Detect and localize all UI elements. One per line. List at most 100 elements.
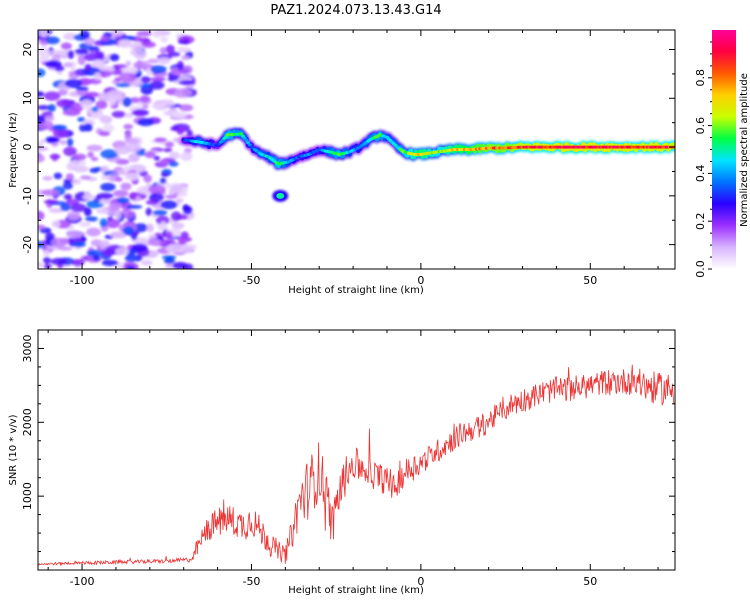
y-tick-label: 20 [21,43,34,57]
noise-blob [48,208,65,213]
noise-blob [182,204,190,211]
noise-blob [60,42,72,50]
noise-blob [39,138,47,144]
noise-region [38,30,198,269]
noise-blob [143,174,153,183]
noise-blob [120,182,132,191]
noise-blob [155,215,170,225]
noise-blob [139,95,151,103]
noise-blob [51,220,61,228]
noise-blob [111,110,126,118]
noise-blob [84,37,95,46]
y-tick-label: -20 [21,236,34,254]
noise-blob [85,91,100,98]
noise-blob [67,50,75,60]
noise-blob [107,89,124,100]
noise-blob [118,72,137,83]
noise-blob [126,265,136,269]
noise-blob [148,184,166,194]
noise-blob [165,243,184,254]
noise-blob [38,105,50,110]
noise-blob [178,80,195,86]
snr-y-axis-label: SNR (10 * v/v) [8,414,19,485]
noise-blob [91,106,99,112]
noise-blob [100,149,118,159]
x-tick-label: -50 [242,274,260,287]
noise-blob [154,137,167,143]
noise-blob [77,117,86,122]
noise-blob [140,76,151,84]
noise-blob [159,100,175,107]
noise-blob [168,151,180,160]
noise-blob [170,211,182,222]
secondary-blob [276,192,285,199]
noise-blob [68,159,87,167]
noise-blob [152,32,163,38]
noise-blob [107,216,113,221]
noise-blob [165,141,174,148]
noise-blob [63,193,73,200]
ridge-peak-blob [242,136,247,140]
x-tick-label: -100 [70,274,95,287]
noise-blob [45,36,60,45]
noise-blob [38,146,49,151]
noise-blob [176,127,184,135]
noise-blob [99,115,113,124]
noise-blob [53,128,68,139]
noise-blob [70,203,87,213]
noise-blob [115,247,130,256]
noise-blob [124,138,140,145]
noise-blob [147,58,160,64]
noise-blob [129,192,137,201]
noise-blob [152,209,168,216]
y-tick-label: 1000 [21,482,34,510]
noise-blob [49,50,67,55]
noise-blob [79,221,92,227]
noise-blob [109,53,120,62]
noise-blob [99,218,108,228]
noise-blob [165,256,174,262]
noise-blob [52,124,67,131]
noise-blob [147,234,157,239]
noise-blob [83,207,92,217]
noise-blob [178,237,187,245]
noise-blob [136,30,152,37]
noise-blob [65,78,83,89]
snr-plot-area [38,364,675,567]
noise-blob [106,218,121,229]
noise-blob [147,238,161,246]
noise-blob [85,216,98,222]
noise-blob [42,249,51,257]
noise-blob [146,223,154,233]
noise-blob [47,104,56,112]
noise-blob [160,172,170,177]
colorbar-tick-label: 0.6 [694,117,707,135]
noise-blob [71,259,85,266]
noise-blob [113,190,129,197]
ridge-peak-blob [239,132,244,136]
noise-blob [60,203,71,212]
noise-blob [38,210,45,221]
noise-blob [89,167,100,174]
noise-blob [63,32,77,41]
noise-blob [179,104,194,112]
noise-blob [50,237,67,248]
x-tick-label: 50 [583,575,597,588]
noise-blob [62,109,81,116]
noise-blob [86,144,103,152]
noise-blob [86,227,101,237]
noise-blob [100,35,110,42]
noise-blob [157,57,171,65]
spectrogram-x-axis-label: Height of straight line (km) [288,285,424,296]
colorbar-tick-label: 0.4 [694,165,707,183]
ridge-peak-blob [241,134,245,138]
noise-blob [150,65,167,74]
noise-blob [98,208,109,214]
noise-blob [63,62,73,68]
noise-blob [116,197,130,204]
noise-blob [84,191,92,199]
noise-blob [118,39,132,49]
snr-frame [37,329,676,571]
noise-blob [129,42,144,51]
